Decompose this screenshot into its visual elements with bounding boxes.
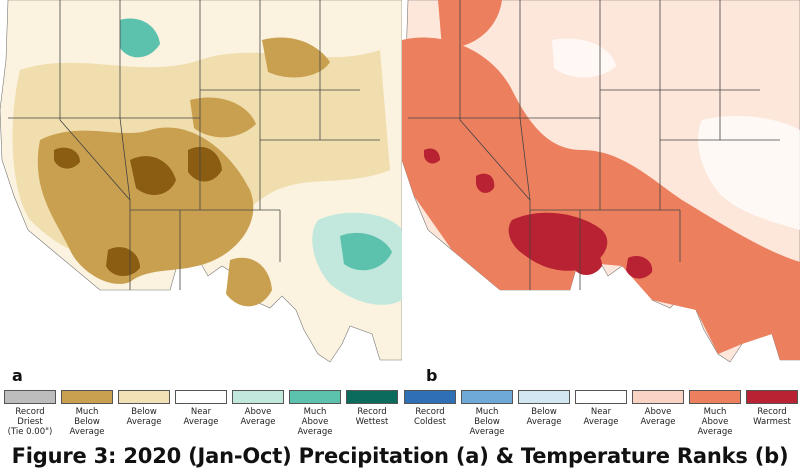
legend-swatch (746, 390, 798, 404)
legend-label: Record Driest (Tie 0.00") (7, 407, 53, 437)
legend-swatch (346, 390, 398, 404)
legend-item-below-precip: Below Average (116, 390, 172, 427)
state-boundaries (408, 0, 780, 290)
legend-swatch (632, 390, 684, 404)
legend-swatch (232, 390, 284, 404)
legend-label: Near Average (183, 407, 219, 427)
legend-item-record-driest: Record Driest (Tie 0.00") (2, 390, 58, 437)
legend-item-above-temp: Above Average (630, 390, 686, 427)
legend-label: Much Above Average (297, 407, 333, 437)
much-above-region-north (438, 0, 502, 49)
legend-item-much-below-precip: Much Below Average (59, 390, 115, 437)
legend-swatch (518, 390, 570, 404)
panel-letter-b: b (426, 366, 438, 385)
legend-label: Below Average (126, 407, 162, 427)
legend-swatch (4, 390, 56, 404)
legend-swatch (575, 390, 627, 404)
temperature-map-graphic (402, 0, 800, 363)
legend-label: Record Wettest (355, 407, 389, 427)
legend-item-record-warmest: Record Warmest (744, 390, 800, 427)
legend-swatch (118, 390, 170, 404)
legend-item-much-below-temp: Much Below Average (459, 390, 515, 437)
legend-swatch (404, 390, 456, 404)
legend: Record Driest (Tie 0.00") Much Below Ave… (0, 390, 800, 446)
legend-item-near-precip: Near Average (173, 390, 229, 427)
legend-swatch (461, 390, 513, 404)
record-warmest-core-nm (626, 255, 653, 279)
much-below-core-4 (54, 147, 80, 169)
legend-item-much-above-precip: Much Above Average (287, 390, 343, 437)
legend-swatch (689, 390, 741, 404)
much-above-region-east (340, 232, 392, 271)
much-below-core-2 (188, 146, 222, 182)
much-below-core-3 (106, 247, 140, 277)
legend-item-record-wettest: Record Wettest (344, 390, 400, 427)
legend-item-record-coldest: Record Coldest (402, 390, 458, 427)
legend-label: Above Average (240, 407, 276, 427)
legend-label: Near Average (583, 407, 619, 427)
legend-item-below-temp: Below Average (516, 390, 572, 427)
temperature-map (402, 0, 800, 368)
record-warmest-core-arizona (572, 247, 602, 275)
much-below-region-central (190, 97, 256, 138)
legend-swatch (61, 390, 113, 404)
figure-caption: Figure 3: 2020 (Jan-Oct) Precipitation (… (11, 444, 789, 468)
legend-item-near-temp: Near Average (573, 390, 629, 427)
legend-label: Record Coldest (414, 407, 446, 427)
legend-label: Record Warmest (753, 407, 791, 427)
legend-label: Much Below Average (69, 407, 105, 437)
record-warmest-core-nevada (476, 173, 495, 193)
much-below-core-1 (130, 156, 176, 195)
above-average-region-northwest (120, 18, 160, 58)
legend-label: Below Average (526, 407, 562, 427)
precipitation-map-graphic (0, 0, 402, 363)
legend-label: Above Average (640, 407, 676, 427)
legend-item-above-precip: Above Average (230, 390, 286, 427)
precipitation-map (0, 0, 402, 368)
legend-swatch (175, 390, 227, 404)
near-average-region-east (698, 115, 800, 230)
legend-label: Much Below Average (469, 407, 505, 437)
panel-letter-a: a (12, 366, 23, 385)
much-below-region-north (262, 37, 330, 78)
much-below-region-texas (226, 257, 272, 307)
state-boundaries (8, 0, 380, 290)
legend-label: Much Above Average (697, 407, 733, 437)
legend-swatch (289, 390, 341, 404)
legend-item-much-above-temp: Much Above Average (687, 390, 743, 437)
record-warmest-core-california (424, 148, 440, 164)
